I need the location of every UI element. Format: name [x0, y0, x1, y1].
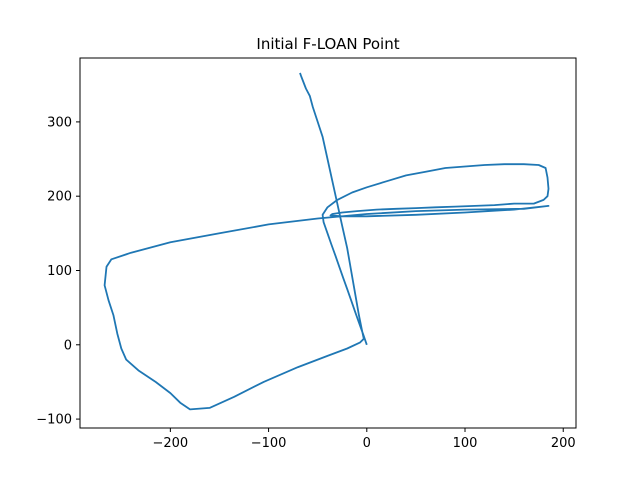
y-axis: −100 0 100 200 300: [36, 115, 80, 428]
series-line-0: [103, 72, 550, 411]
y-tick-label: 0: [64, 338, 72, 353]
y-tick-label: 300: [47, 115, 72, 130]
plot-area: [103, 72, 550, 411]
x-tick-label: −100: [251, 436, 287, 451]
x-axis: −200 −100 0 100 200: [153, 428, 576, 451]
y-tick-label: 100: [47, 264, 72, 279]
x-tick-label: 200: [551, 436, 576, 451]
axes-frame: [79, 57, 577, 429]
x-tick-label: 0: [363, 436, 371, 451]
chart-title: Initial F-LOAN Point: [256, 35, 399, 53]
x-tick-label: 100: [453, 436, 478, 451]
x-tick-label: −200: [153, 436, 189, 451]
y-tick-label: −100: [36, 413, 72, 428]
y-tick-label: 200: [47, 190, 72, 205]
